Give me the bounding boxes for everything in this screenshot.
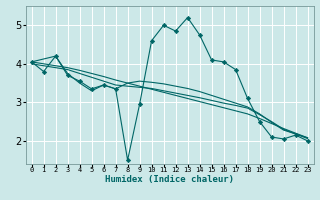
X-axis label: Humidex (Indice chaleur): Humidex (Indice chaleur)	[105, 175, 234, 184]
